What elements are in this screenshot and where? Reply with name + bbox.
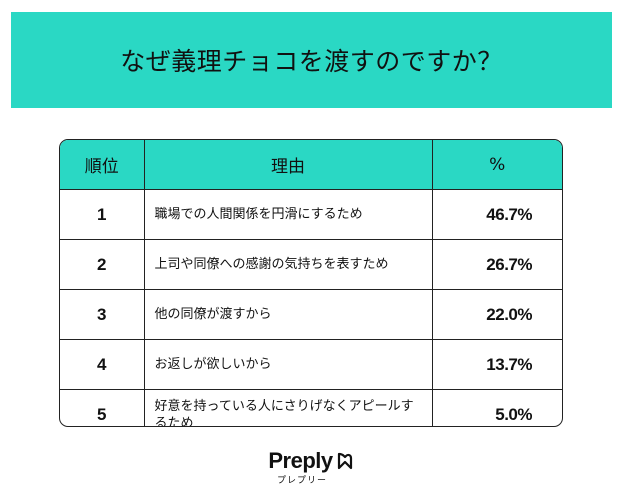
- row-rank: 3: [60, 289, 144, 340]
- row-reason: 他の同僚が渡すから: [143, 289, 432, 340]
- row-percent: 26.7%: [431, 239, 562, 290]
- table-row: 5 好意を持っている人にさりげなくアピールするため 5.0%: [60, 389, 562, 426]
- page-title: なぜ義理チョコを渡すのですか？: [120, 47, 503, 76]
- row-percent: 46.7%: [431, 189, 562, 240]
- preply-logo: Preply プレプリー: [0, 448, 622, 486]
- row-rank: 4: [60, 339, 144, 390]
- logo-name: Preply: [268, 448, 333, 473]
- header-reason: 理由: [143, 140, 432, 190]
- ranking-table: 順位 理由 % 1 職場での人間関係を円滑にするため 46.7% 2 上司や同僚…: [59, 139, 563, 427]
- preply-heart-icon: [337, 452, 352, 470]
- row-reason: 職場での人間関係を円滑にするため: [143, 189, 432, 240]
- row-percent: 22.0%: [431, 289, 562, 340]
- row-percent: 13.7%: [431, 339, 562, 390]
- row-rank: 5: [60, 389, 144, 426]
- header-percent: %: [431, 140, 562, 190]
- row-reason: 上司や同僚への感謝の気持ちを表すため: [143, 239, 432, 290]
- table-row: 1 職場での人間関係を円滑にするため 46.7%: [60, 189, 562, 240]
- row-reason: お返しが欲しいから: [143, 339, 432, 390]
- row-rank: 1: [97, 204, 107, 224]
- header-rank: 順位: [60, 140, 144, 190]
- table-row: 3 他の同僚が渡すから 22.0%: [60, 289, 562, 340]
- table-header-row: 順位 理由 %: [60, 140, 562, 190]
- row-percent: 5.0%: [431, 389, 562, 426]
- title-banner: なぜ義理チョコを渡すのですか？: [11, 12, 612, 108]
- table-row: 4 お返しが欲しいから 13.7%: [60, 339, 562, 390]
- logo-subtitle: プレプリー: [276, 476, 327, 486]
- row-reason: 好意を持っている人にさりげなくアピールするため: [143, 389, 432, 426]
- table-row: 2 上司や同僚への感謝の気持ちを表すため 26.7%: [60, 239, 562, 290]
- row-rank: 2: [60, 239, 144, 290]
